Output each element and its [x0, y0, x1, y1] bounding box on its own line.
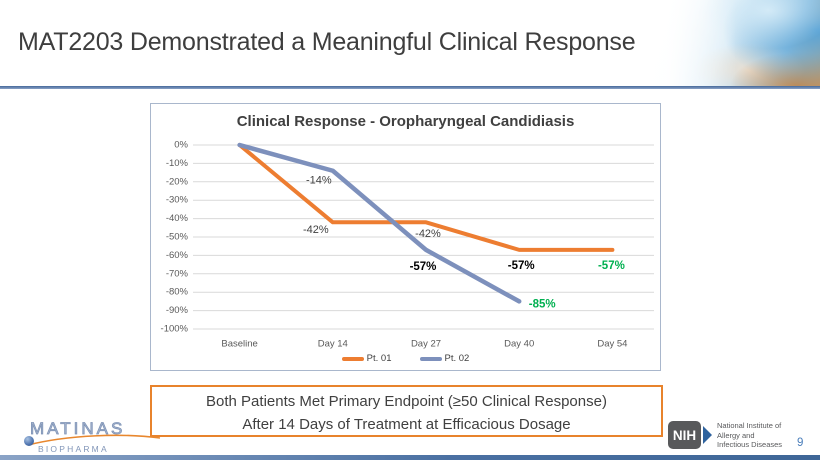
nih-chevron-icon [703, 426, 712, 445]
matinas-swoosh-icon [27, 434, 161, 446]
x-tick-label: Day 40 [504, 339, 534, 350]
clinical-response-chart: Clinical Response - Oropharyngeal Candid… [150, 103, 661, 371]
x-tick-label: Day 27 [411, 339, 441, 350]
legend-item: Pt. 01 [341, 353, 392, 364]
nih-text-line-2: Allergy and [717, 430, 755, 440]
y-tick-label: -30% [166, 195, 189, 206]
nih-institute-name: National Institute of Allergy and Infect… [717, 421, 782, 450]
x-tick-label: Day 14 [318, 339, 348, 350]
nih-text-line-1: National Institute of [717, 421, 782, 430]
footer-accent-bar [0, 455, 820, 460]
primary-endpoint-callout: Both Patients Met Primary Endpoint (≥50 … [150, 385, 663, 437]
matinas-biopharma-text: BIOPHARMA [38, 444, 109, 454]
chart-title: Clinical Response - Oropharyngeal Candid… [236, 113, 575, 130]
data-label: -85% [529, 298, 556, 310]
matinas-globe-icon [24, 436, 34, 446]
y-tick-label: 0% [174, 140, 188, 151]
page-number: 9 [797, 437, 804, 449]
data-label: -57% [508, 260, 535, 272]
callout-line-1: Both Patients Met Primary Endpoint (≥50 … [206, 393, 607, 410]
legend-swatch [419, 356, 442, 361]
y-tick-label: -10% [166, 158, 189, 169]
chart-legend: Pt. 01 Pt. 02 [151, 353, 660, 364]
nih-logo: NIH National Institute of Allergy and In… [668, 421, 782, 450]
legend-label: Pt. 02 [444, 353, 470, 364]
y-tick-label: -100% [161, 324, 189, 335]
nih-logo-mark: NIH [668, 421, 701, 450]
y-tick-label: -40% [166, 213, 189, 224]
y-tick-label: -80% [166, 287, 189, 298]
legend-label: Pt. 01 [366, 353, 392, 364]
data-label: -14% [306, 175, 332, 187]
slide-title: MAT2203 Demonstrated a Meaningful Clinic… [18, 28, 636, 56]
nih-text-line-3: Infectious Diseases [717, 440, 783, 449]
y-tick-label: -70% [166, 268, 189, 279]
chart-plot-area: 0% -10% -20% -30% -40% -50% -60% -70% -80% -90% -1… [161, 140, 654, 350]
y-tick-label: -90% [166, 305, 189, 316]
y-tick-label: -20% [166, 176, 189, 187]
legend-item: Pt. 02 [419, 353, 470, 364]
legend-swatch [341, 356, 364, 361]
callout-line-2: After 14 Days of Treatment at Efficaciou… [242, 416, 571, 433]
matinas-biopharma-logo: MATINAS BIOPHARMA [24, 419, 166, 459]
data-label: -42% [303, 224, 329, 236]
decorative-header-image [634, 0, 820, 86]
data-label: -57% [410, 261, 437, 273]
data-label: -42% [415, 228, 441, 240]
x-tick-label: Baseline [221, 339, 257, 350]
y-tick-label: -60% [166, 250, 189, 261]
series-line-pt-02 [237, 142, 522, 304]
matinas-logo-text: MATINAS [30, 419, 126, 439]
series-line-pt-01 [237, 143, 615, 252]
header-divider [0, 86, 820, 89]
y-tick-label: -50% [166, 232, 189, 243]
data-label: -57% [598, 260, 625, 272]
x-tick-label: Day 54 [597, 339, 627, 350]
